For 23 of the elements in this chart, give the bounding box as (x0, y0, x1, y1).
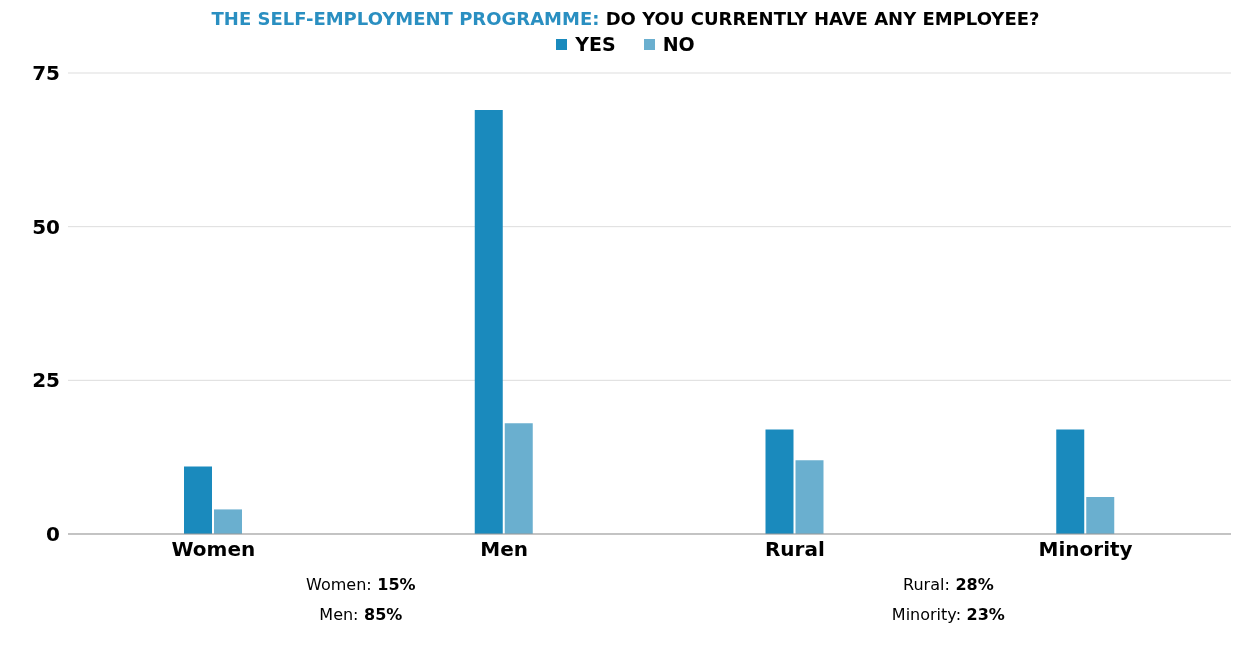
bar (214, 509, 242, 534)
bar (184, 466, 212, 534)
y-tick-label: 0 (46, 522, 60, 547)
legend-label: YES (575, 33, 616, 55)
y-tick-label: 25 (32, 368, 60, 393)
x-tick-label: Rural (764, 537, 825, 562)
x-tick-label: Minority (1038, 537, 1133, 562)
text: Minority: 23% (891, 605, 1005, 624)
x-tick-label: Men (480, 537, 528, 562)
bar (765, 429, 794, 534)
bar (504, 423, 533, 534)
x-tick-label: Women (171, 537, 256, 562)
y-tick-label: 50 (32, 214, 60, 239)
y-tick-label: 75 (32, 61, 60, 86)
legend-label: NO (662, 33, 695, 55)
text: Women: 15% (306, 575, 416, 594)
chart-title: THE SELF-EMPLOYMENT PROGRAMME: DO YOU CURRENTLY HAVE ANY EMPLOYEE? (211, 8, 1040, 29)
bar (1086, 497, 1115, 534)
bar (795, 460, 824, 534)
text: Men: 85% (319, 605, 403, 624)
bar (474, 109, 503, 534)
bar (1056, 429, 1085, 534)
text: Rural: 28% (903, 575, 994, 594)
